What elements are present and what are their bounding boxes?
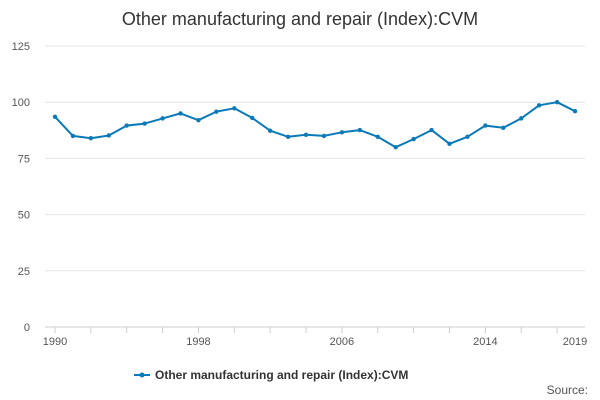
data-point (375, 134, 380, 140)
data-point (483, 123, 488, 128)
data-point (357, 127, 363, 133)
y-tick-label: 75 (18, 153, 30, 165)
data-point (339, 130, 345, 135)
x-axis: 1990 1998 2006 2014 2019 (43, 327, 587, 348)
y-tick-label: 100 (12, 97, 30, 109)
y-tick-label: 0 (24, 322, 30, 334)
data-point (519, 116, 524, 121)
data-point (465, 134, 470, 140)
series-line (54, 101, 576, 149)
data-point (214, 109, 219, 114)
x-tick-label: 1998 (186, 336, 210, 348)
chart-title: Other manufacturing and repair (Index):C… (122, 9, 478, 29)
data-point (232, 106, 237, 111)
legend[interactable]: Other manufacturing and repair (Index):C… (134, 368, 408, 382)
source-label: Source: (547, 383, 588, 397)
x-tick-label: 2006 (330, 336, 354, 348)
data-point (88, 135, 94, 141)
y-tick-label: 50 (18, 210, 30, 222)
data-point (160, 116, 165, 121)
data-point (250, 115, 255, 121)
y-axis: 0 25 50 75 100 125 (12, 41, 30, 334)
data-point (447, 141, 452, 146)
y-tick-label: 25 (18, 266, 30, 278)
data-point (554, 100, 560, 105)
y-tick-label: 125 (12, 41, 30, 53)
series-group (52, 100, 578, 150)
x-tick-label: 2014 (473, 336, 497, 348)
data-point (52, 114, 58, 120)
data-point (501, 125, 506, 131)
legend-marker-icon (139, 372, 145, 378)
data-point (70, 133, 76, 139)
data-point (196, 117, 201, 123)
data-point (429, 127, 434, 133)
data-point (267, 128, 273, 133)
data-point (106, 133, 111, 138)
grid-lines (45, 45, 585, 272)
data-point (142, 121, 147, 126)
data-point (321, 133, 327, 139)
data-point (572, 108, 578, 114)
legend-label: Other manufacturing and repair (Index):C… (155, 368, 408, 382)
x-tick-label: 1990 (43, 336, 67, 348)
data-point (303, 132, 309, 137)
x-tick-label: 2019 (563, 336, 587, 348)
data-point (124, 123, 129, 128)
data-point (411, 136, 416, 142)
data-point (393, 144, 398, 150)
data-point (536, 103, 542, 108)
data-point (285, 134, 291, 140)
data-point (178, 111, 183, 116)
